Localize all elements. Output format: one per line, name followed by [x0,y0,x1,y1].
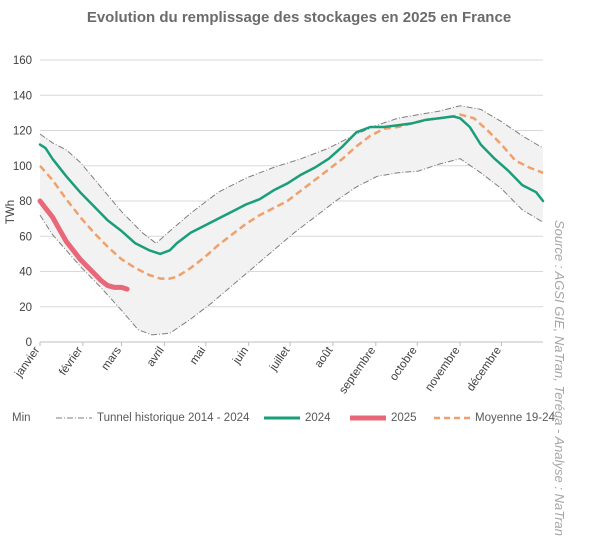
x-tick-label: septembre [337,345,378,396]
y-tick-label: 100 [13,161,32,173]
x-tick-label: juillet [267,344,293,374]
x-tick-label: octobre [388,345,420,383]
legend-swatch-2024 [264,416,300,420]
series-max-line [39,105,544,244]
source-note: Source : AGSI GIE, NaTran, Teréga - Anal… [552,220,567,536]
x-tick-label: juin [230,345,251,367]
legend-label-2024: 2024 [305,412,331,424]
x-tick-label: février [57,345,85,378]
x-tick-label: août [313,344,336,370]
y-tick-label: 80 [19,196,32,208]
legend-label-2025: 2025 [391,412,417,424]
x-tick-label: novembre [423,345,462,394]
series-min-line [39,158,544,336]
legend-label-min: Min [12,412,31,424]
series-2025-line [37,198,130,292]
legend-item-moyenne: Moyenne 19-24 [434,412,555,424]
legend-label-tunnel: Tunnel historique 2014 - 2024 [97,412,250,424]
y-tick-label: 60 [19,231,32,243]
y-tick-label: 120 [13,126,32,138]
legend-item-min: Min [12,412,31,424]
y-tick-label: 0 [26,337,32,349]
legend: Min Tunnel historique 2014 - 2024 2024 2… [0,412,598,432]
legend-swatch-moyenne [434,416,470,420]
legend-swatch-tunnel [56,417,92,419]
legend-item-2025: 2025 [350,412,417,424]
series-lines [37,113,545,292]
x-tick-label: janvier [13,345,43,381]
series-2024-line [38,115,545,256]
legend-item-tunnel: Tunnel historique 2014 - 2024 [56,412,249,424]
y-tick-label: 20 [19,302,32,314]
x-tick-label: décembre [465,345,504,394]
x-tick-label: mars [99,345,124,373]
tunnel-area [40,105,543,335]
x-tick-label: mai [188,345,208,367]
legend-label-moyenne: Moyenne 19-24 [475,412,555,424]
legend-item-2024: 2024 [264,412,331,424]
historical-tunnel [39,105,544,336]
x-tick-label: avril [145,345,167,369]
legend-swatch-2025 [350,415,386,421]
series-moyenne-line [39,113,544,280]
chart-title: Evolution du remplissage des stockages e… [86,9,512,26]
y-tick-label: 160 [13,55,32,67]
y-tick-label: 140 [13,90,32,102]
y-axis-label: TWh [5,200,17,224]
y-tick-label: 40 [19,267,32,279]
